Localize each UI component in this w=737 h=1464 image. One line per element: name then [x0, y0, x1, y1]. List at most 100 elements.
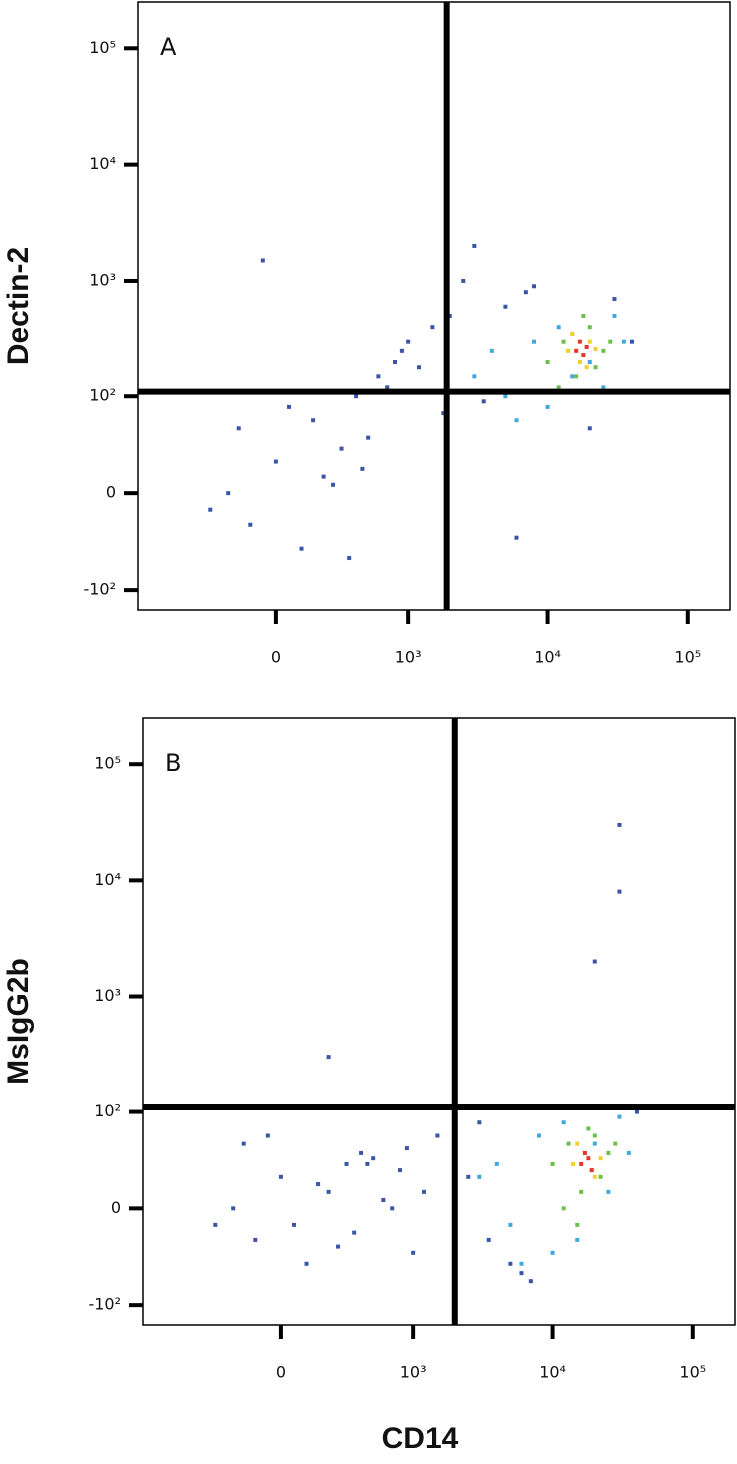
event-dot [447, 313, 452, 318]
event-dot [577, 360, 582, 365]
x-tick-label: 10³ [400, 1363, 427, 1382]
event-dot [461, 278, 466, 283]
x-tick-label: 10⁴ [539, 1363, 566, 1382]
event-dot [574, 348, 579, 353]
event-dot [592, 959, 597, 964]
y-tick-label: 10³ [94, 986, 121, 1005]
y-tick-label: 10³ [89, 270, 116, 289]
event-dot [360, 466, 365, 471]
event-dot [236, 426, 241, 431]
event-dot [601, 348, 606, 353]
event-dot [570, 331, 575, 336]
event-dot [435, 1133, 440, 1138]
event-dot [376, 374, 381, 379]
event-dot [286, 404, 291, 409]
event-dot [612, 296, 617, 301]
event-dot [481, 399, 486, 404]
event-dot [561, 1120, 566, 1125]
event-dot [366, 435, 371, 440]
event-dot [613, 1141, 618, 1146]
event-dot [556, 385, 561, 390]
event-dot [587, 360, 592, 365]
event-dot [612, 313, 617, 318]
event-dot [571, 1161, 576, 1166]
x-tick-label: 10⁵ [674, 648, 701, 667]
event-dot [581, 353, 586, 358]
event-dot [626, 1150, 631, 1155]
x-tick-label: 10³ [395, 648, 422, 667]
event-dot [477, 1174, 482, 1179]
y-axis-label: MsIgG2b [2, 958, 35, 1085]
panel-letter: A [160, 33, 177, 61]
event-dot [430, 325, 435, 330]
event-dot [352, 1230, 357, 1235]
event-dot [593, 346, 598, 351]
event-dot [392, 360, 397, 365]
event-dot [331, 482, 336, 487]
event-dot [582, 1150, 587, 1155]
event-dot [629, 339, 634, 344]
event-dot [503, 394, 508, 399]
event-dot [586, 1126, 591, 1131]
event-dot [231, 1206, 236, 1211]
y-tick-label: -10² [83, 580, 116, 599]
event-dot [278, 1174, 283, 1179]
event-dot [519, 1271, 524, 1276]
event-dot [390, 1206, 395, 1211]
x-tick-label: 0 [271, 648, 281, 667]
event-dot [406, 339, 411, 344]
event-dot [570, 374, 575, 379]
event-dot [339, 446, 344, 451]
event-dot [579, 1189, 584, 1194]
event-dot [472, 374, 477, 379]
event-dot [566, 1141, 571, 1146]
event-dot [354, 394, 359, 399]
event-dot [587, 339, 592, 344]
y-tick-label: 0 [111, 1198, 121, 1217]
event-dot [617, 889, 622, 894]
event-dot [550, 1161, 555, 1166]
event-dot [592, 1133, 597, 1138]
event-dot [344, 1161, 349, 1166]
event-dot [248, 522, 253, 527]
event-dot [584, 344, 589, 349]
event-dot [598, 1174, 603, 1179]
event-dot [579, 1161, 584, 1166]
event-dot [586, 1156, 591, 1161]
y-tick-label: 10⁴ [89, 154, 116, 173]
plot-frame [142, 717, 736, 1326]
event-dot [489, 348, 494, 353]
event-dot [575, 1141, 580, 1146]
event-dot [381, 1197, 386, 1202]
event-dot [621, 339, 626, 344]
event-dot [606, 1189, 611, 1194]
y-axis-label: Dectin-2 [2, 247, 35, 365]
event-dot [397, 1168, 402, 1173]
event-dot [574, 374, 579, 379]
y-tick-label: 10⁵ [89, 38, 116, 57]
event-dot [241, 1141, 246, 1146]
y-tick-label: 10² [89, 386, 116, 405]
event-dot [531, 284, 536, 289]
y-tick-label: 0 [106, 483, 116, 502]
event-dot [304, 1261, 309, 1266]
event-dot [581, 313, 586, 318]
event-dot [589, 1168, 594, 1173]
event-dot [359, 1150, 364, 1155]
event-dot [265, 1133, 270, 1138]
event-dot [208, 507, 213, 512]
event-dot [592, 1174, 597, 1179]
event-dot [472, 243, 477, 248]
event-dot [365, 1161, 370, 1166]
event-dot [404, 1146, 409, 1151]
event-dot [617, 822, 622, 827]
event-dot [441, 411, 446, 416]
x-tick-label: 10⁴ [534, 648, 561, 667]
event-dot [399, 348, 404, 353]
y-tick-label: -10² [88, 1295, 121, 1314]
event-dot [514, 535, 519, 540]
event-dot [299, 546, 304, 551]
event-dot [311, 418, 316, 423]
event-dot [371, 1156, 376, 1161]
